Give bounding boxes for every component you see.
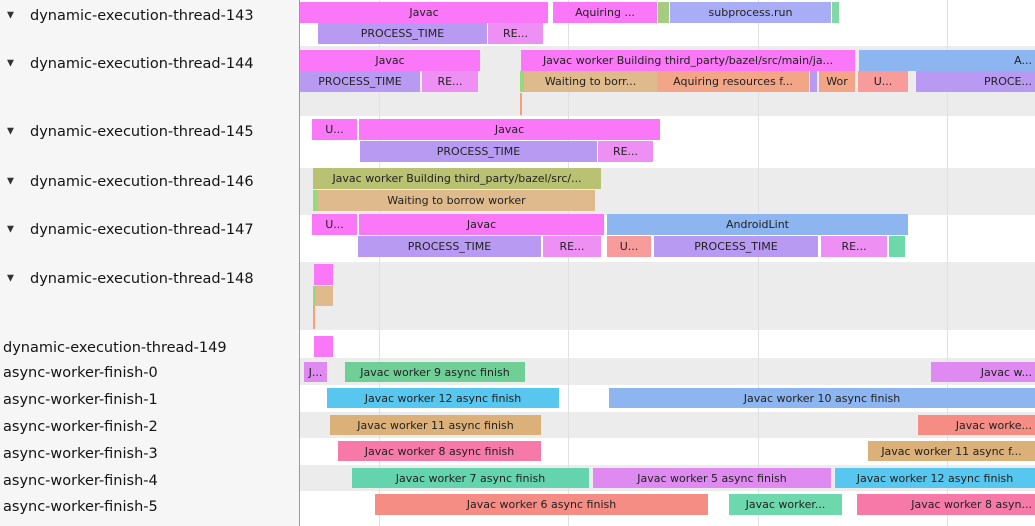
track-label: dynamic-execution-thread-146 [30,174,254,190]
track-label: dynamic-execution-thread-144 [30,56,254,72]
timeline-bar-waiting-to-borrow-worker[interactable]: Waiting to borrow worker [318,190,595,211]
timeline-bar-javac[interactable]: Javac [300,50,480,71]
track-row-dynamic-execution-thread-146[interactable]: ▼ dynamic-execution-thread-146 [0,172,298,192]
timeline-bar-sliver[interactable] [832,2,839,23]
timeline-bar-sliver[interactable] [658,2,669,23]
track-row-dynamic-execution-thread-147[interactable]: ▼ dynamic-execution-thread-147 [0,220,298,240]
track-label: async-worker-finish-2 [3,419,158,435]
timeline-bar-waiting-to-borr-[interactable]: Waiting to borr... [524,71,657,92]
timeline-bar-aquiring-[interactable]: Aquiring ... [553,2,657,23]
timeline-bar-sliver[interactable] [314,336,333,357]
time-gridline [947,0,948,526]
track-row-async-worker-finish-1[interactable]: async-worker-finish-1 [0,390,298,410]
track-label: dynamic-execution-thread-143 [30,8,254,24]
track-label: async-worker-finish-0 [3,365,158,381]
timeline-bar-javac[interactable]: Javac [359,119,660,140]
timeline-bar-javac-w-[interactable]: Javac w... [931,362,1035,382]
timeline-bar-u-[interactable]: U... [312,119,357,140]
track-row-dynamic-execution-thread-144[interactable]: ▼ dynamic-execution-thread-144 [0,54,298,74]
track-label: dynamic-execution-thread-148 [30,271,254,287]
timeline-bar-sliver[interactable] [313,286,317,306]
timeline-bar-sliver[interactable] [313,190,318,211]
track-row-async-worker-finish-3[interactable]: async-worker-finish-3 [0,444,298,464]
timeline-bar-javac-worker-building-third-party-bazel-src-main-ja-[interactable]: Javac worker Building third_party/bazel/… [521,50,855,71]
track-row-async-worker-finish-4[interactable]: async-worker-finish-4 [0,471,298,491]
expand-arrow-icon[interactable]: ▼ [7,10,14,21]
expand-arrow-icon[interactable]: ▼ [7,126,14,137]
timeline-bar-process-time[interactable]: PROCESS_TIME [318,23,487,44]
timeline-bar-javac-worker-11-async-f-[interactable]: Javac worker 11 async f... [868,441,1035,461]
timeline-bar-process-time[interactable]: PROCESS_TIME [300,71,420,92]
timeline-bar-re-[interactable]: RE... [543,236,601,257]
timeline-bar-androidlint[interactable]: AndroidLint [607,214,908,235]
timeline-bar-re-[interactable]: RE... [821,236,887,257]
expand-arrow-icon[interactable]: ▼ [7,273,14,284]
expand-arrow-icon[interactable]: ▼ [7,224,14,235]
timeline-bar-process-time[interactable]: PROCESS_TIME [358,236,541,257]
timeline-bar-javac-worker-12-async-finish[interactable]: Javac worker 12 async finish [327,388,559,408]
timeline-bar-javac[interactable]: Javac [300,2,548,23]
track-label: async-worker-finish-1 [3,392,158,408]
track-row-async-worker-finish-0[interactable]: async-worker-finish-0 [0,363,298,383]
timeline-bar-sliver[interactable] [316,286,333,306]
timeline-bar-javac-worker-12-async-finish[interactable]: Javac worker 12 async finish [835,468,1035,488]
track-label: async-worker-finish-4 [3,473,158,489]
timeline-bar-sliver[interactable] [810,71,817,92]
timeline-bar-javac-worker-9-async-finish[interactable]: Javac worker 9 async finish [345,362,525,382]
instant-event-marker[interactable] [520,93,522,115]
timeline-bar-javac-worke-[interactable]: Javac worke... [918,415,1035,435]
timeline-bar-javac-worker-6-async-finish[interactable]: Javac worker 6 async finish [375,494,708,515]
timeline-bar-sliver[interactable] [520,71,524,92]
track-row-dynamic-execution-thread-145[interactable]: ▼ dynamic-execution-thread-145 [0,122,298,142]
timeline-bar-re-[interactable]: RE... [598,141,653,162]
timeline-bar-process-time[interactable]: PROCESS_TIME [654,236,818,257]
timeline-bar-javac-worker-building-third-party-bazel-src-[interactable]: Javac worker Building third_party/bazel/… [313,168,601,189]
track-name-panel: ▼ dynamic-execution-thread-143 ▼ dynamic-ex… [0,0,300,526]
track-row-async-worker-finish-2[interactable]: async-worker-finish-2 [0,417,298,437]
timeline-bar-javac[interactable]: Javac [359,214,604,235]
timeline-bar-aquiring-resources-f-[interactable]: Aquiring resources f... [657,71,809,92]
timeline-bar-u-[interactable]: U... [607,236,651,257]
expand-arrow-icon[interactable]: ▼ [7,176,14,187]
timeline-bar-javac-worker-11-async-finish[interactable]: Javac worker 11 async finish [330,415,541,435]
track-label: dynamic-execution-thread-145 [30,124,254,140]
instant-event-marker[interactable] [313,306,315,329]
expand-arrow-icon[interactable]: ▼ [7,58,14,69]
timeline-bar-javac-worker-10-async-finish[interactable]: Javac worker 10 async finish [609,388,1035,408]
track-row-dynamic-execution-thread-143[interactable]: ▼ dynamic-execution-thread-143 [0,6,298,26]
track-band [300,262,1035,330]
track-label: dynamic-execution-thread-147 [30,222,254,238]
timeline-bar-u-[interactable]: U... [858,71,908,92]
timeline-bar-javac-worker-7-async-finish[interactable]: Javac worker 7 async finish [352,468,589,488]
track-label: async-worker-finish-3 [3,446,158,462]
track-label: dynamic-execution-thread-149 [3,340,227,356]
timeline-bar-proce-[interactable]: PROCE... [916,71,1035,92]
track-row-async-worker-finish-5[interactable]: async-worker-finish-5 [0,497,298,517]
timeline-bar-u-[interactable]: U... [312,214,357,235]
track-row-dynamic-execution-thread-149[interactable]: dynamic-execution-thread-149 [0,338,298,358]
time-gridline [757,0,759,526]
timeline-bar-re-[interactable]: RE... [488,23,543,44]
timeline-bar-wor[interactable]: Wor [819,71,855,92]
track-label: async-worker-finish-5 [3,499,158,515]
timeline-bar-subprocess-run[interactable]: subprocess.run [670,2,831,23]
timeline-bar-javac-worker-[interactable]: Javac worker... [729,494,842,515]
timeline-bar-a-[interactable]: A... [859,50,1035,71]
timeline-bar-javac-worker-8-asyn-[interactable]: Javac worker 8 asyn... [857,494,1035,515]
timeline-bar-javac-worker-5-async-finish[interactable]: Javac worker 5 async finish [593,468,831,488]
timeline-canvas[interactable]: Javac Aquiring ... subprocess.run PROCESS_T… [300,0,1035,526]
timeline-bar-sliver[interactable] [889,236,905,257]
track-row-dynamic-execution-thread-148[interactable]: ▼ dynamic-execution-thread-148 [0,269,298,289]
timeline-bar-re-[interactable]: RE... [422,71,478,92]
timeline-bar-javac-worker-8-async-finish[interactable]: Javac worker 8 async finish [338,441,541,461]
timeline-bar-sliver[interactable] [314,264,333,285]
time-gridline [378,0,380,526]
timeline-bar-process-time[interactable]: PROCESS_TIME [360,141,597,162]
time-gridline [568,0,569,526]
timeline-bar-j-[interactable]: J... [304,362,327,382]
